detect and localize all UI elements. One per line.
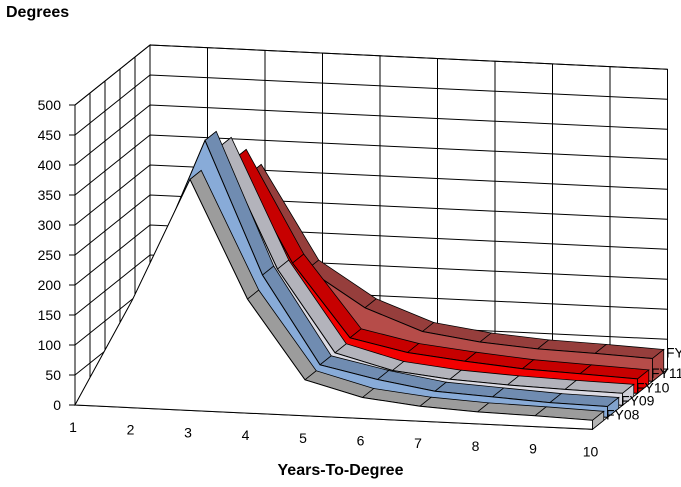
series-FY10-end: [622, 383, 635, 407]
x-tick-6: 6: [357, 433, 365, 449]
x-tick-4: 4: [242, 427, 250, 443]
series-label-FY11: FY11: [651, 365, 681, 381]
x-axis-title: Years-To-Degree: [277, 462, 404, 479]
y-tick-100: 100: [38, 337, 62, 353]
series-label-FY12: FY12: [666, 345, 681, 361]
y-tick-500: 500: [38, 97, 62, 113]
x-tick-3: 3: [184, 424, 192, 440]
y-tick-350: 350: [38, 187, 62, 203]
y-tick-200: 200: [38, 277, 62, 293]
y-axis-title: Degrees: [6, 4, 70, 21]
x-tick-1: 1: [69, 419, 77, 435]
y-tick-0: 0: [53, 397, 61, 413]
y-tick-250: 250: [38, 247, 62, 263]
series-FY11-end: [637, 369, 650, 395]
x-tick-10: 10: [583, 443, 599, 459]
x-tick-5: 5: [299, 430, 307, 446]
x-tick-2: 2: [127, 422, 135, 438]
series-FY09-end: [607, 396, 620, 419]
x-tick-9: 9: [529, 441, 537, 457]
y-tick-300: 300: [38, 217, 62, 233]
x-tick-8: 8: [472, 438, 480, 454]
series-label-FY10: FY10: [636, 379, 670, 395]
series-label-FY09: FY09: [621, 393, 655, 409]
y-tick-150: 150: [38, 307, 62, 323]
y-tick-50: 50: [45, 367, 61, 383]
series-label-FY08: FY08: [606, 406, 640, 422]
y-tick-400: 400: [38, 157, 62, 173]
x-tick-7: 7: [414, 435, 422, 451]
y-tick-450: 450: [38, 127, 62, 143]
series-FY08-end: [592, 410, 605, 431]
series-FY12-end: [652, 348, 665, 383]
